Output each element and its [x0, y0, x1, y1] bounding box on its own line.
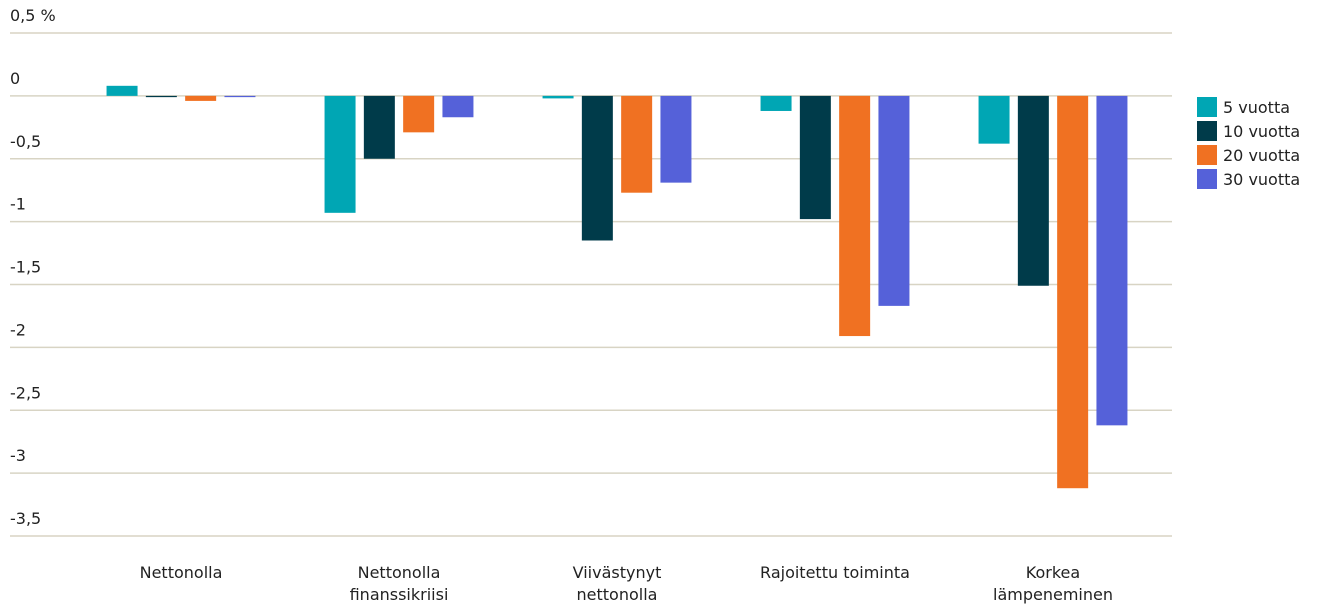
x-tick-label: Korkea lämpeneminen [993, 563, 1113, 604]
bar [185, 95, 217, 101]
bar [660, 95, 692, 183]
bar [839, 95, 871, 337]
legend-swatch [1197, 169, 1217, 189]
y-tick-label: -3,5 [10, 509, 41, 528]
bar [760, 95, 792, 111]
bar [145, 95, 177, 98]
legend-label: 30 vuotta [1223, 170, 1300, 189]
bar [621, 95, 653, 193]
x-tick-label: Viivästynyt nettonolla [572, 563, 662, 604]
bar [878, 95, 910, 306]
bar [542, 95, 574, 99]
bar [799, 95, 831, 220]
bar [224, 95, 256, 98]
legend-label: 5 vuotta [1223, 98, 1290, 117]
bar [1057, 95, 1089, 489]
legend-swatch [1197, 145, 1217, 165]
y-tick-label: 0 [10, 69, 20, 88]
legend-label: 10 vuotta [1223, 122, 1300, 141]
bar [581, 95, 613, 241]
y-tick-label: -3 [10, 446, 26, 465]
y-tick-label: 0,5 % [10, 6, 56, 25]
bar [106, 85, 138, 96]
bar [403, 95, 435, 133]
y-tick-label: -2,5 [10, 383, 41, 402]
y-tick-label: -0,5 [10, 132, 41, 151]
bar [324, 95, 356, 213]
x-tick-label: Nettonolla [139, 563, 223, 582]
legend-swatch [1197, 121, 1217, 141]
legend-swatch [1197, 97, 1217, 117]
y-tick-label: -2 [10, 320, 26, 339]
x-tick-label: Nettonolla finanssikriisi [349, 563, 449, 604]
legend-label: 20 vuotta [1223, 146, 1300, 165]
x-tick-label: Rajoitettu toiminta [760, 563, 910, 582]
bar [363, 95, 395, 159]
y-tick-label: -1 [10, 195, 26, 214]
bar [442, 95, 474, 118]
bar [1017, 95, 1049, 286]
bar [978, 95, 1010, 144]
y-tick-label: -1,5 [10, 258, 41, 277]
bar [1096, 95, 1128, 426]
